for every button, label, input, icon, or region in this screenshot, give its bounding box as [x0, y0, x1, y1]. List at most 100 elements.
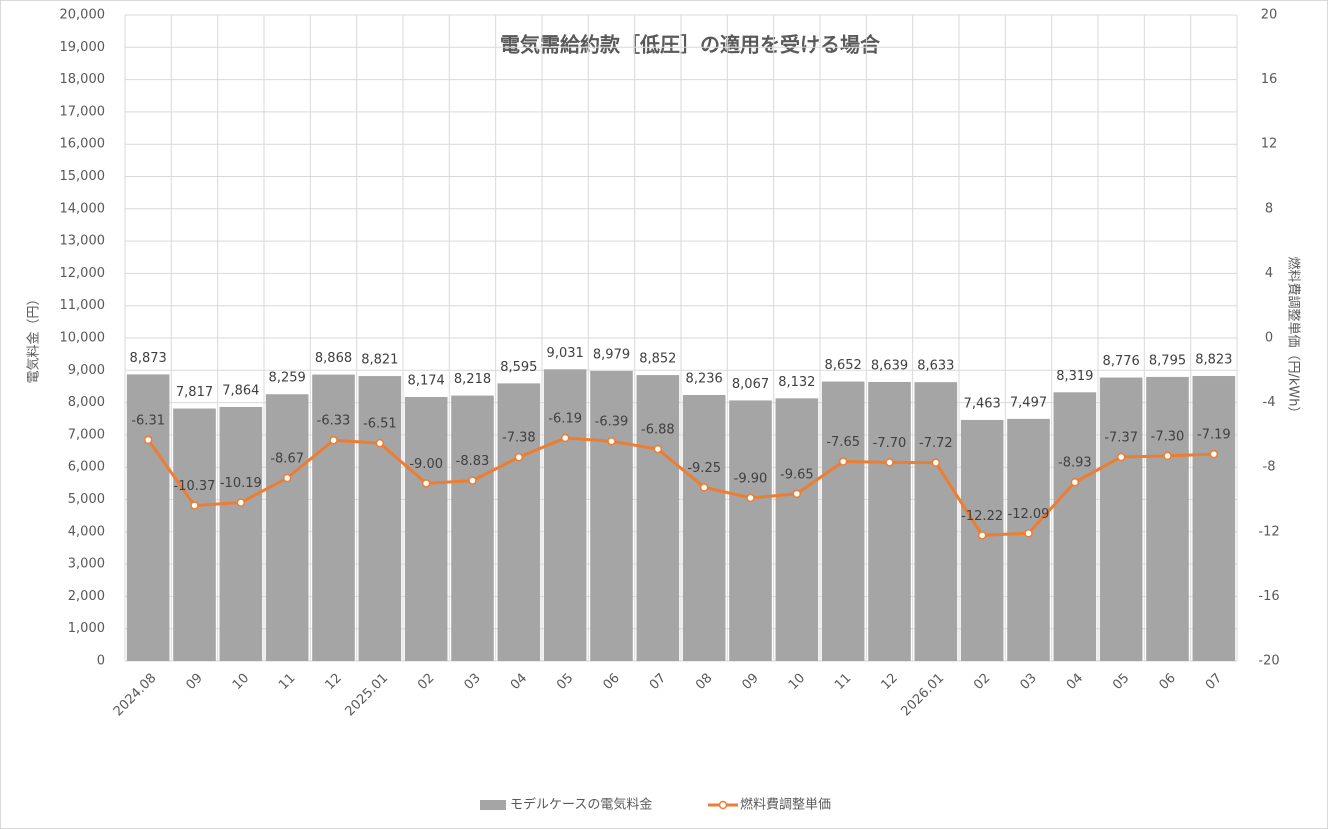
line-marker	[1163, 451, 1172, 461]
bar-value-label: 7,817	[176, 385, 213, 400]
bar	[265, 394, 309, 661]
bar	[1192, 376, 1236, 661]
bar	[497, 383, 541, 661]
bar-value-label: 8,259	[269, 371, 306, 386]
y-axis-label: 電気料金（円）	[26, 292, 42, 383]
bar-value-label: 8,823	[1195, 353, 1232, 368]
y-tick-label: 17,000	[60, 104, 106, 119]
line-value-label: -7.37	[1104, 431, 1138, 446]
line-marker	[190, 501, 199, 510]
bar-value-label: 7,463	[964, 396, 1001, 411]
y-tick-label: 20,000	[60, 8, 106, 23]
line-marker	[1024, 529, 1033, 538]
bar-value-label: 8,795	[1149, 353, 1186, 368]
y-tick-label: 8,000	[68, 395, 105, 410]
bar	[358, 376, 402, 661]
y2-tick-label: -16	[1258, 589, 1279, 604]
bar	[1146, 376, 1189, 661]
line-marker	[236, 498, 246, 507]
y-tick-label: 19,000	[60, 40, 106, 55]
line-value-label: -8.93	[1058, 456, 1092, 471]
line-value-label: -6.88	[641, 423, 675, 438]
bar	[126, 374, 170, 661]
line-value-label: -8.83	[456, 454, 490, 469]
y2-tick-label: 4	[1265, 266, 1273, 281]
line-value-label: -6.33	[317, 414, 351, 429]
line-marker	[143, 435, 153, 445]
bar	[775, 398, 819, 661]
bar-value-label: 8,174	[408, 373, 445, 388]
y-tick-label: 12,000	[60, 266, 106, 281]
bar	[868, 381, 911, 661]
line-marker	[421, 479, 431, 488]
line-value-label: -12.09	[1008, 507, 1050, 522]
line-value-label: -6.19	[548, 411, 582, 426]
line-value-label: -6.31	[131, 413, 165, 428]
line-value-label: -7.70	[873, 436, 907, 451]
y2-tick-label: -12	[1258, 524, 1279, 539]
bar-value-label: 8,852	[639, 352, 676, 367]
bar-value-label: 9,031	[547, 346, 584, 361]
line-marker	[514, 452, 524, 462]
bar	[543, 369, 587, 661]
line-marker	[885, 458, 894, 467]
bar-value-label: 8,319	[1056, 369, 1093, 384]
y-tick-label: 13,000	[60, 234, 106, 249]
bar	[636, 375, 680, 661]
line-marker	[699, 483, 709, 492]
line-value-label: -6.39	[595, 415, 629, 430]
bar	[219, 406, 263, 661]
bar	[590, 370, 633, 661]
y-tick-label: 3,000	[68, 557, 105, 572]
line-value-label: -10.19	[220, 476, 262, 491]
bar	[914, 382, 958, 661]
line-marker	[1070, 477, 1080, 487]
bar	[960, 419, 1004, 661]
y2-tick-label: -20	[1258, 654, 1279, 669]
bar	[404, 396, 448, 661]
bar	[1099, 377, 1143, 661]
line-value-label: -9.00	[409, 457, 443, 472]
line-value-label: -7.72	[919, 436, 953, 451]
y-tick-label: 14,000	[60, 201, 106, 216]
bar	[729, 400, 772, 661]
bar-value-label: 8,633	[917, 359, 954, 374]
bar-value-label: 8,821	[361, 353, 398, 368]
bar-value-label: 8,067	[732, 377, 769, 392]
line-value-label: -7.38	[502, 431, 536, 446]
line-marker	[607, 436, 616, 446]
y-tick-label: 16,000	[60, 137, 106, 152]
y2-axis-label: 燃料費調整単価（円/kWh）	[1286, 256, 1302, 419]
line-marker	[653, 444, 663, 454]
line-marker	[560, 433, 570, 443]
line-marker	[468, 476, 477, 485]
bar-value-label: 8,868	[315, 351, 352, 366]
line-value-label: -8.67	[270, 452, 304, 467]
bar-value-label: 8,652	[825, 358, 862, 373]
y2-tick-label: 16	[1261, 72, 1278, 87]
line-value-label: -7.65	[826, 435, 860, 450]
line-marker	[329, 435, 338, 445]
bar-value-label: 7,497	[1010, 395, 1047, 410]
line-value-label: -6.51	[363, 417, 397, 432]
line	[146, 436, 1214, 537]
y2-tick-label: 8	[1265, 201, 1273, 216]
bar	[1007, 418, 1050, 661]
line-marker	[977, 531, 987, 540]
bar-value-label: 8,639	[871, 358, 908, 373]
line-value-label: -7.30	[1151, 429, 1185, 444]
bar	[312, 374, 355, 661]
line-marker	[792, 489, 802, 499]
bar-value-label: 8,236	[686, 371, 723, 386]
y-tick-label: 9,000	[68, 363, 105, 378]
line-value-label: -9.65	[780, 467, 814, 482]
y-tick-label: 15,000	[60, 169, 106, 184]
y-tick-label: 18,000	[60, 72, 106, 87]
line-marker	[931, 458, 941, 467]
y2-tick-label: -4	[1263, 395, 1276, 410]
bar-value-label: 8,595	[500, 360, 537, 375]
legend-label: 燃料費調整単価	[740, 797, 831, 813]
bar-value-label: 8,776	[1103, 354, 1140, 369]
